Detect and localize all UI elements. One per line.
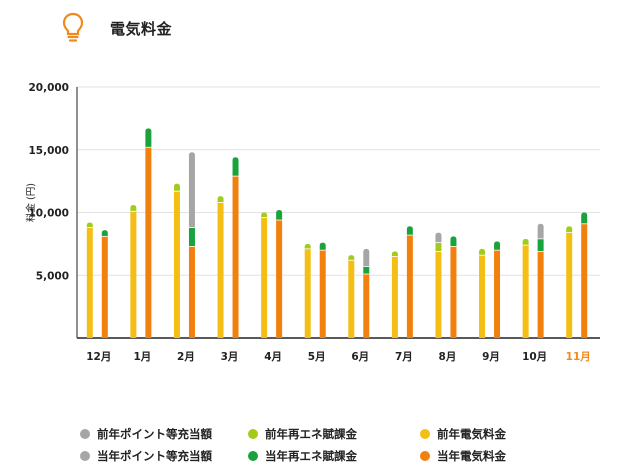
legend-label: 当年再エネ賦課金 (265, 449, 357, 463)
bar-curr-renew (406, 226, 413, 236)
bar-curr-renew (494, 241, 501, 251)
legend-label: 前年電気料金 (437, 427, 506, 441)
x-tick-label: 2月 (177, 351, 195, 363)
legend-item: 当年ポイント等充当額 (80, 448, 248, 464)
bar-curr-electric (232, 176, 239, 338)
y-axis-label: 料金 (円) (25, 183, 37, 222)
bar-prev-electric (566, 232, 573, 338)
legend-label: 当年ポイント等充当額 (97, 449, 212, 463)
legend-label: 前年ポイント等充当額 (97, 427, 212, 441)
bar-curr-renew (232, 157, 239, 177)
legend: 前年ポイント等充当額 前年再エネ賦課金 前年電気料金当年ポイント等充当額 当年再エネ賦… (80, 426, 620, 464)
header: 電気料金 (62, 10, 172, 46)
bar-prev-electric (522, 245, 529, 338)
bar-prev-electric (391, 256, 398, 338)
bar-prev-electric (173, 191, 180, 338)
bar-prev-renew (304, 243, 311, 249)
bar-prev-renew (217, 196, 224, 203)
x-tick-label: 6月 (351, 351, 369, 363)
bar-curr-electric (319, 250, 326, 338)
bar-curr-electric (145, 147, 152, 338)
x-tick-label: 9月 (482, 351, 500, 363)
bar-prev-electric (304, 248, 311, 338)
bar-curr-point (363, 248, 370, 267)
y-tick-label: 20,000 (28, 82, 69, 94)
x-tick-label: 1月 (133, 351, 151, 363)
x-tick-label: 11月 (566, 351, 591, 363)
bar-prev-renew (348, 255, 355, 261)
x-tick-label: 4月 (264, 351, 282, 363)
bar-curr-electric (406, 235, 413, 338)
legend-dot-icon (80, 451, 90, 461)
bar-curr-electric (276, 220, 283, 338)
legend-dot-icon (248, 451, 258, 461)
bar-curr-renew (363, 266, 370, 274)
bar-prev-electric (86, 227, 93, 338)
legend-item: 前年再エネ賦課金 (248, 426, 420, 442)
y-tick-label: 5,000 (36, 270, 69, 282)
bar-curr-renew (537, 238, 544, 252)
bar-curr-renew (188, 227, 195, 247)
x-tick-label: 5月 (308, 351, 326, 363)
bar-prev-electric (479, 255, 486, 338)
bar-curr-electric (537, 251, 544, 338)
bar-prev-electric (348, 260, 355, 338)
x-tick-label: 7月 (395, 351, 413, 363)
legend-item: 前年ポイント等充当額 (80, 426, 248, 442)
bar-prev-point (435, 232, 442, 243)
bar-curr-renew (276, 209, 283, 221)
bar-curr-electric (581, 223, 588, 338)
page-title: 電気料金 (110, 19, 173, 38)
bar-prev-renew (479, 248, 486, 256)
bar-curr-electric (101, 236, 108, 338)
legend-item: 当年再エネ賦課金 (248, 448, 420, 464)
bar-curr-electric (363, 273, 370, 338)
x-tick-label: 8月 (439, 351, 457, 363)
legend-dot-icon (420, 429, 430, 439)
bar-curr-renew (145, 128, 152, 148)
bar-curr-electric (450, 246, 457, 338)
bar-chart: 20,000 15,000 10,000 5,000 料金 (円) 12月 1月 2月 3月 4月… (25, 82, 600, 363)
bar-prev-renew (86, 222, 93, 228)
bar-prev-renew (435, 242, 442, 252)
bar-curr-renew (319, 242, 326, 251)
bar-curr-point (537, 223, 544, 239)
bar-prev-renew (566, 226, 573, 233)
bar-prev-electric (261, 217, 268, 338)
y-tick-label: 10,000 (28, 208, 69, 220)
bar-prev-renew (130, 204, 137, 212)
legend-item: 当年電気料金 (420, 448, 580, 464)
bar-prev-renew (261, 212, 268, 218)
y-tick-label: 15,000 (28, 145, 69, 157)
bar-curr-renew (450, 236, 457, 247)
bar-prev-renew (522, 238, 529, 246)
bar-curr-renew (101, 230, 108, 237)
bar-prev-renew (391, 251, 398, 257)
legend-item: 前年電気料金 (420, 426, 580, 442)
bar-curr-electric (494, 250, 501, 338)
x-tick-label: 12月 (86, 351, 111, 363)
x-tick-label: 3月 (221, 351, 239, 363)
legend-dot-icon (248, 429, 258, 439)
bar-prev-renew (173, 183, 180, 192)
bar-prev-electric (217, 202, 224, 338)
x-tick-label: 10月 (522, 351, 547, 363)
bar-curr-electric (188, 246, 195, 338)
bar-prev-electric (435, 251, 442, 338)
bar-curr-renew (581, 212, 588, 224)
legend-dot-icon (420, 451, 430, 461)
legend-dot-icon (80, 429, 90, 439)
bar-prev-electric (130, 211, 137, 338)
legend-label: 当年電気料金 (437, 449, 506, 463)
lightbulb-icon (62, 12, 84, 42)
bar-curr-point (188, 152, 195, 228)
legend-label: 前年再エネ賦課金 (265, 427, 357, 441)
